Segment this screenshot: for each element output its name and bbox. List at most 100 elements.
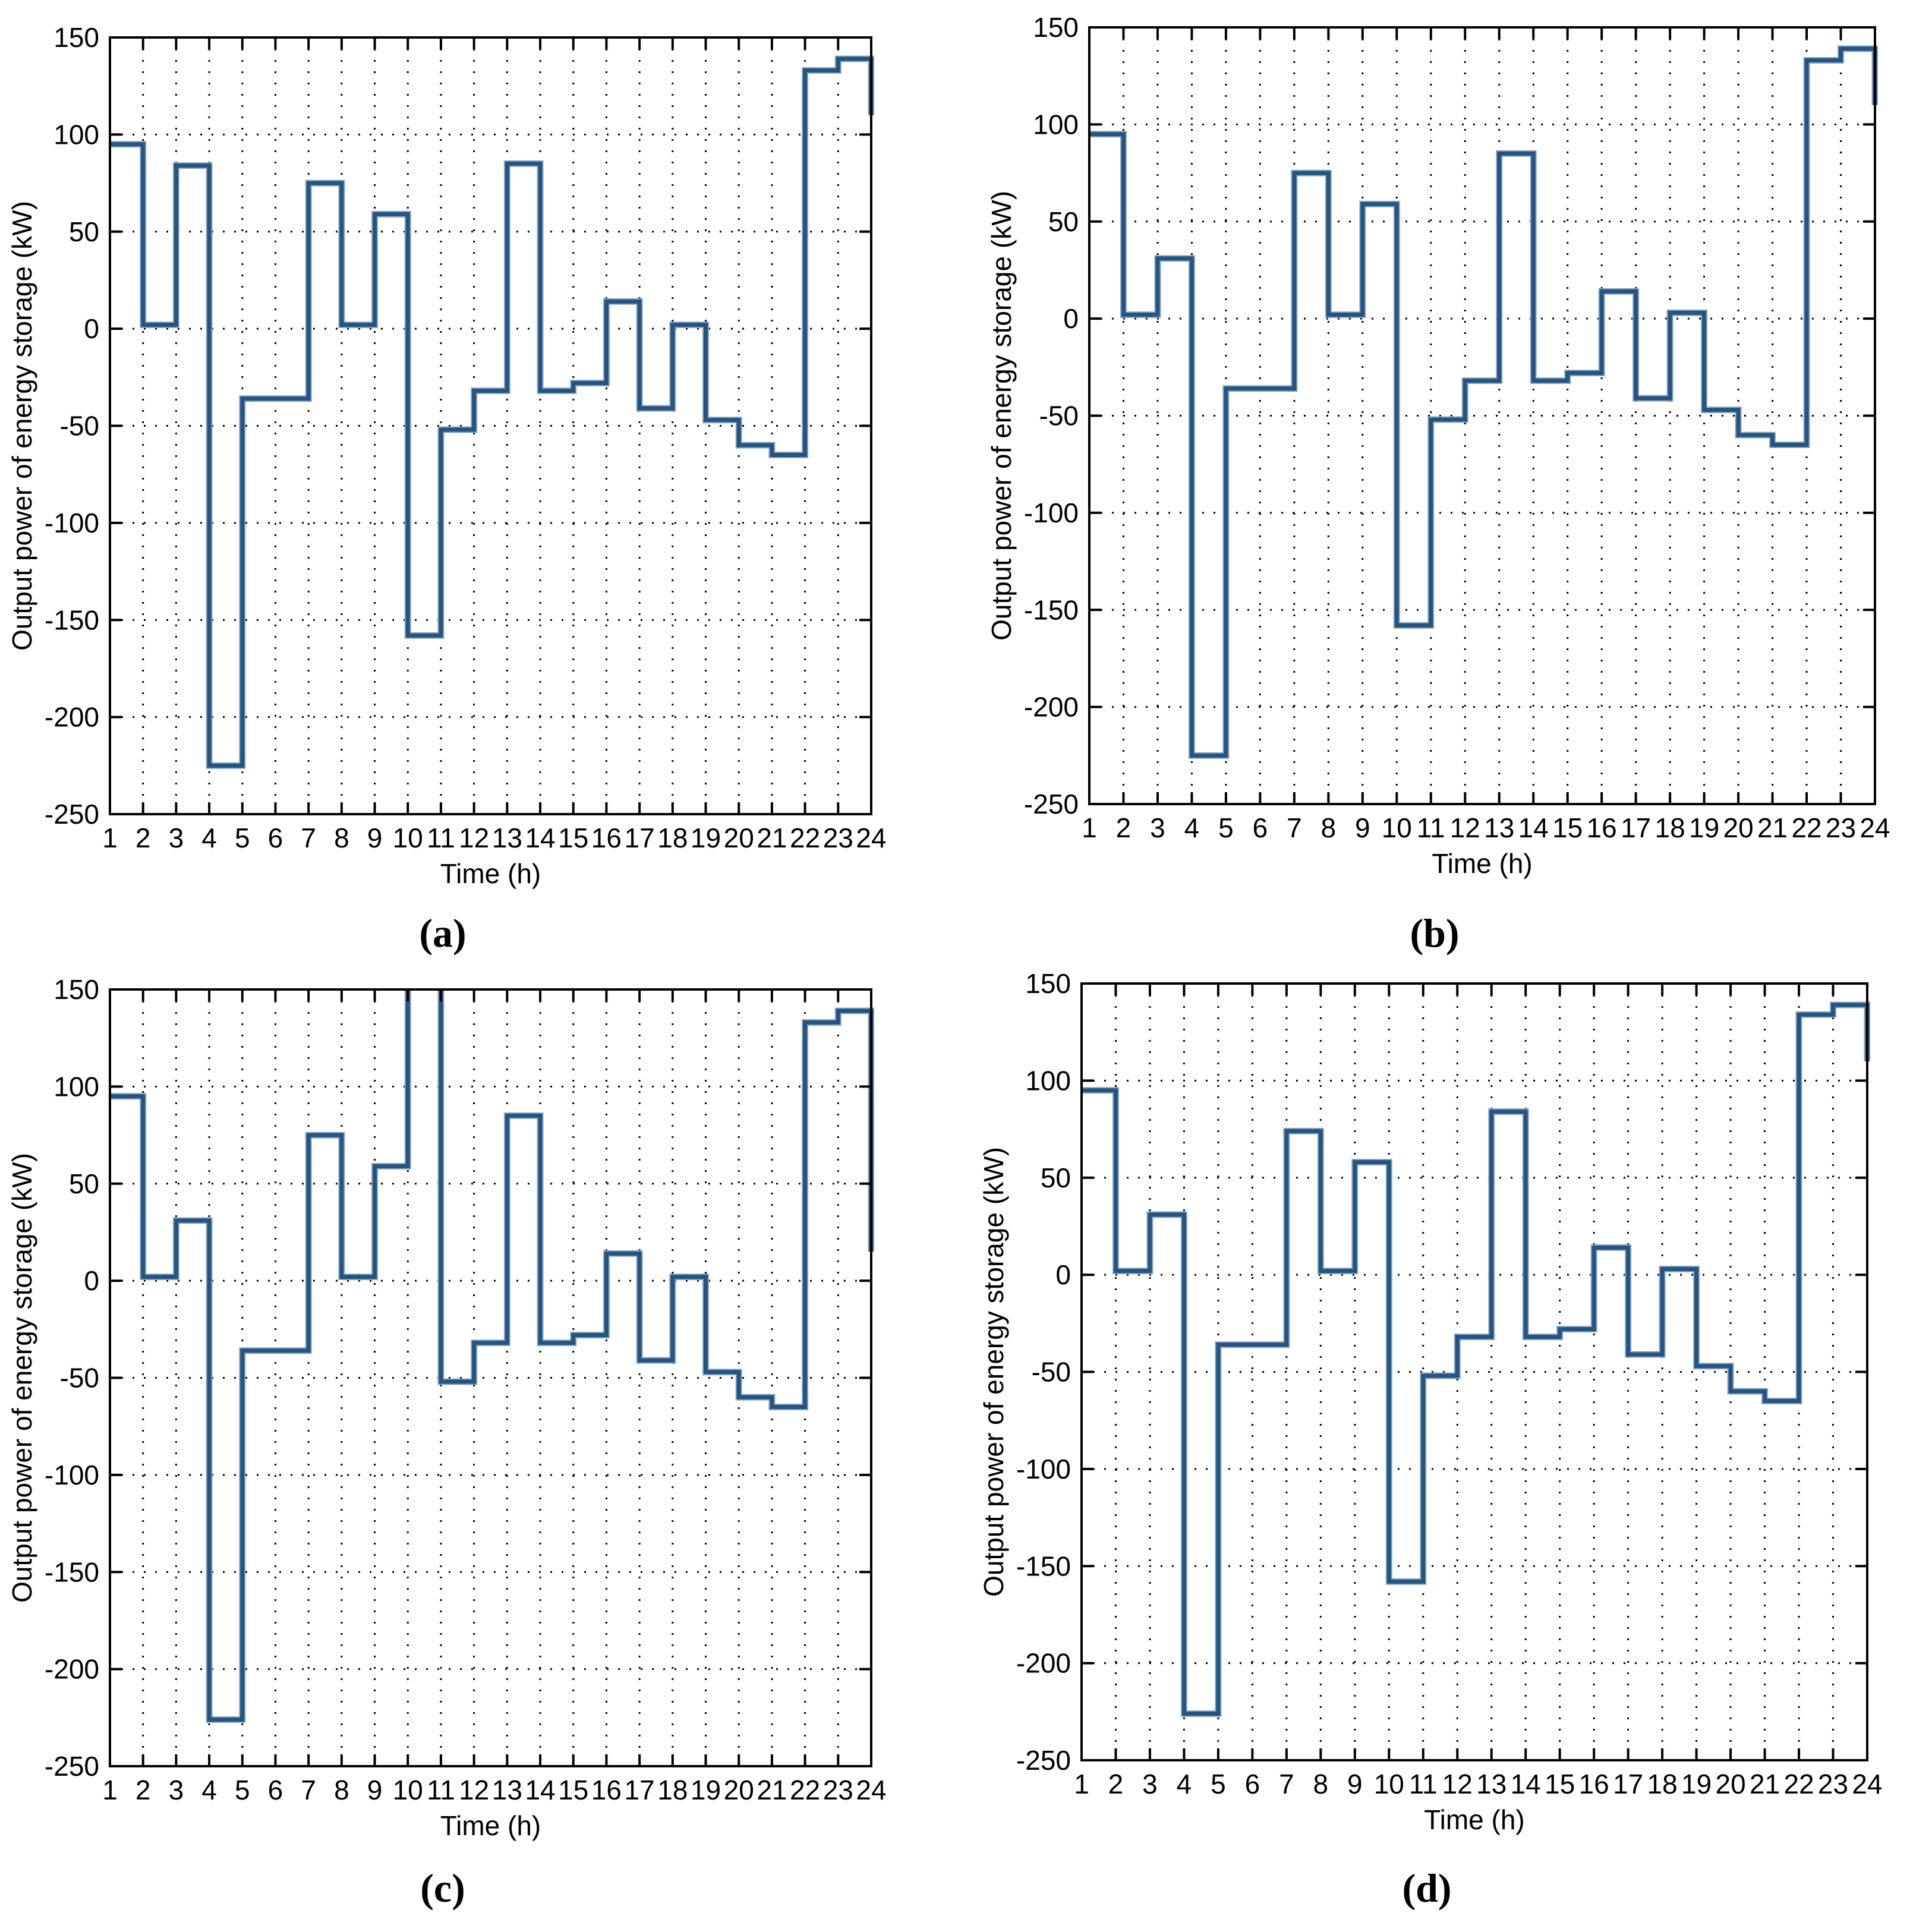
svg-text:15: 15: [558, 822, 588, 853]
axis-label-x: Time (h): [440, 858, 541, 889]
svg-text:8: 8: [1321, 812, 1337, 843]
svg-text:22: 22: [1791, 812, 1821, 843]
svg-text:11: 11: [1409, 1769, 1438, 1799]
svg-text:14: 14: [1511, 1769, 1541, 1799]
svg-text:10: 10: [1374, 1769, 1404, 1799]
axes-border: [1088, 26, 1876, 805]
axis-label-y: Output power of energy storage (kW): [7, 1153, 37, 1603]
stair-line-halo: [1082, 1001, 1870, 1717]
svg-text:21: 21: [1750, 1769, 1780, 1799]
svg-text:12: 12: [1450, 812, 1480, 843]
x-tick-labels: 1 2 3 4 5 6 7 8 9 10 11 12 13 14 15 16 17 18 19 20 21 22 23 24: [102, 1775, 886, 1805]
svg-text:7: 7: [1287, 812, 1302, 843]
svg-text:21: 21: [757, 822, 787, 853]
svg-text:19: 19: [691, 1775, 721, 1805]
svg-text:23: 23: [823, 1775, 853, 1805]
svg-text:8: 8: [334, 1775, 349, 1805]
svg-text:20: 20: [724, 822, 754, 853]
svg-text:1: 1: [1074, 1769, 1089, 1799]
svg-text:17: 17: [1621, 812, 1651, 843]
axes-border: [109, 988, 872, 1767]
y-tick-labels: 150 100 50 0 -50 -100 -150 -200 -250: [1016, 968, 1071, 1776]
svg-text:6: 6: [1253, 812, 1268, 843]
svg-text:0: 0: [1055, 1259, 1071, 1290]
svg-text:14: 14: [525, 1775, 555, 1805]
y-tick-labels: 150 100 50 0 -50 -100 -150 -200 -250: [45, 974, 99, 1782]
svg-text:11: 11: [1417, 812, 1445, 843]
svg-text:4: 4: [201, 1775, 217, 1805]
svg-text:20: 20: [1716, 1769, 1746, 1799]
svg-text:22: 22: [1783, 1769, 1814, 1799]
svg-text:-200: -200: [1024, 692, 1079, 723]
svg-text:100: 100: [53, 119, 99, 150]
subplot-d: 150 100 50 0 -50 -100 -150 -200 -250 1 2 3 4 5 6 7 8 9 10 1…: [966, 966, 1932, 1932]
subplot-b: 150 100 50 0 -50 -100 -150 -200 -250 1 2 3 4 5 6 7 8 9 10 1…: [966, 0, 1932, 966]
svg-text:-100: -100: [1016, 1454, 1071, 1485]
svg-text:16: 16: [1579, 1769, 1609, 1799]
caption-c: (c): [420, 1865, 465, 1911]
svg-text:9: 9: [367, 1775, 383, 1805]
svg-text:13: 13: [492, 822, 522, 853]
svg-text:18: 18: [657, 822, 688, 853]
axis-label-y: Output power of energy storage (kW): [986, 191, 1017, 641]
x-tick-labels: 1 2 3 4 5 6 7 8 9 10 11 12 13 14 15 16 17 18 19 20 21 22 23 24: [102, 822, 886, 853]
svg-text:17: 17: [625, 1775, 655, 1805]
svg-text:11: 11: [427, 822, 455, 853]
svg-text:3: 3: [1142, 1769, 1158, 1799]
stair-line: [1082, 1003, 1870, 1716]
svg-text:3: 3: [169, 1775, 184, 1805]
svg-text:18: 18: [1647, 1769, 1678, 1799]
svg-text:12: 12: [459, 822, 489, 853]
svg-text:100: 100: [53, 1071, 99, 1102]
svg-text:10: 10: [1382, 812, 1412, 843]
stair-line-halo: [1089, 45, 1878, 759]
svg-text:150: 150: [1033, 12, 1079, 43]
axis-label-x: Time (h): [440, 1810, 541, 1841]
svg-text:-250: -250: [45, 1751, 99, 1782]
svg-text:-100: -100: [1024, 497, 1079, 528]
svg-text:18: 18: [657, 1775, 688, 1805]
svg-text:5: 5: [235, 1775, 250, 1805]
svg-text:8: 8: [1313, 1769, 1329, 1799]
svg-text:4: 4: [1177, 1769, 1192, 1799]
svg-text:-200: -200: [45, 702, 99, 733]
svg-text:-50: -50: [60, 1363, 99, 1394]
svg-text:1: 1: [102, 1775, 118, 1805]
svg-text:150: 150: [53, 22, 99, 53]
tick-marks: [109, 988, 872, 1767]
svg-text:-50: -50: [1039, 401, 1079, 431]
svg-text:24: 24: [856, 1775, 886, 1805]
svg-text:6: 6: [268, 1775, 283, 1805]
svg-text:24: 24: [1852, 1769, 1882, 1799]
gridlines: [110, 37, 871, 814]
svg-text:-250: -250: [45, 799, 99, 830]
svg-text:7: 7: [301, 822, 316, 853]
svg-text:-200: -200: [45, 1654, 99, 1685]
axes-border: [1080, 982, 1868, 1761]
svg-text:-50: -50: [1032, 1357, 1071, 1388]
svg-text:-150: -150: [45, 604, 99, 635]
svg-text:23: 23: [1818, 1769, 1848, 1799]
svg-text:10: 10: [393, 822, 423, 853]
stair-line: [110, 56, 874, 768]
svg-text:19: 19: [1681, 1769, 1712, 1799]
axis-label-y: Output power of energy storage (kW): [978, 1147, 1009, 1597]
stair-line-halo: [110, 55, 874, 769]
svg-text:150: 150: [1025, 968, 1071, 999]
axis-label-x: Time (h): [1424, 1804, 1525, 1835]
subplot-c: 150 100 50 0 -50 -100 -150 -200 -250 1 2 3 4 5 6 7 8 9 10 1…: [0, 966, 966, 1932]
svg-text:-150: -150: [45, 1556, 99, 1587]
svg-text:15: 15: [1552, 812, 1583, 843]
svg-text:-100: -100: [45, 1460, 99, 1490]
svg-text:17: 17: [625, 822, 655, 853]
svg-text:-250: -250: [1016, 1745, 1071, 1776]
svg-text:16: 16: [591, 822, 622, 853]
svg-text:12: 12: [459, 1775, 489, 1805]
svg-text:-100: -100: [45, 508, 99, 538]
svg-text:24: 24: [856, 822, 886, 853]
svg-text:7: 7: [301, 1775, 316, 1805]
svg-text:19: 19: [1689, 812, 1719, 843]
svg-text:14: 14: [525, 822, 555, 853]
svg-text:16: 16: [1587, 812, 1617, 843]
svg-text:9: 9: [1347, 1769, 1363, 1799]
